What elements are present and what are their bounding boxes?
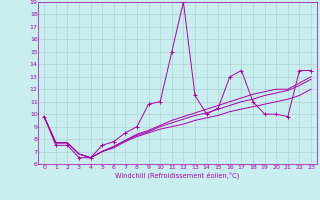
X-axis label: Windchill (Refroidissement éolien,°C): Windchill (Refroidissement éolien,°C): [116, 171, 240, 179]
